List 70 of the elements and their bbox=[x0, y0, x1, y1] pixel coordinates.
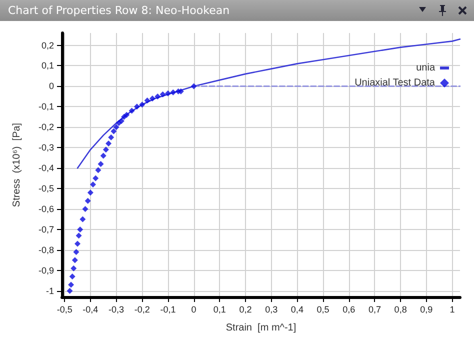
point bbox=[178, 88, 184, 94]
y-tick-label: -0,1 bbox=[38, 102, 54, 112]
point bbox=[108, 134, 114, 140]
y-tick-label: 0,1 bbox=[41, 60, 54, 71]
x-tick-label: 0,5 bbox=[316, 304, 330, 314]
point bbox=[70, 265, 77, 272]
x-tick-label: 0,3 bbox=[265, 304, 278, 314]
point bbox=[76, 232, 82, 239]
x-tick-label: 0,4 bbox=[290, 304, 304, 314]
point bbox=[73, 248, 80, 255]
x-axis-title: Strain [m m^-1] bbox=[226, 322, 296, 334]
legend-label: unia bbox=[416, 62, 436, 74]
point bbox=[134, 104, 140, 110]
point bbox=[164, 90, 171, 96]
point bbox=[90, 181, 96, 188]
point bbox=[95, 167, 102, 174]
point bbox=[68, 282, 74, 288]
point bbox=[98, 160, 104, 167]
point bbox=[66, 288, 73, 294]
point bbox=[92, 175, 99, 182]
x-tick-label: -0,3 bbox=[108, 304, 124, 314]
point bbox=[113, 124, 120, 130]
point bbox=[69, 274, 76, 280]
y-tick-label: -0,4 bbox=[38, 163, 54, 174]
point bbox=[77, 226, 84, 232]
chart-title: Chart of Properties Row 8: Neo-Hookean bbox=[8, 3, 230, 19]
point bbox=[170, 89, 176, 96]
point bbox=[80, 216, 86, 222]
x-tick-label: -0,4 bbox=[82, 304, 98, 314]
x-tick-label: -0,1 bbox=[160, 304, 176, 314]
point bbox=[82, 206, 88, 212]
line-series bbox=[76, 38, 461, 169]
x-tick-label: 0,9 bbox=[420, 304, 433, 314]
y-tick-label: -0,9 bbox=[38, 265, 54, 276]
y-tick-label: -0,6 bbox=[38, 204, 54, 214]
point bbox=[102, 146, 109, 153]
legend-label: Uniaxial Test Data bbox=[354, 78, 436, 88]
x-tick-label: -0,5 bbox=[56, 304, 72, 314]
x-tick-label: 0,2 bbox=[239, 304, 252, 314]
y-tick-label: -0,3 bbox=[38, 142, 54, 153]
y-tick-label: -0,5 bbox=[38, 184, 54, 194]
y-tick-label: -0,2 bbox=[38, 122, 54, 132]
point bbox=[124, 112, 130, 118]
x-tick-label: 0,8 bbox=[394, 304, 407, 314]
point bbox=[144, 98, 150, 104]
point bbox=[154, 93, 161, 100]
point bbox=[110, 128, 117, 134]
point bbox=[139, 102, 146, 108]
point bbox=[87, 190, 94, 196]
y-tick-label: -0,7 bbox=[38, 224, 54, 234]
x-tick-label: 0,6 bbox=[342, 304, 356, 314]
point bbox=[84, 198, 91, 204]
point bbox=[128, 108, 135, 114]
point bbox=[100, 152, 106, 159]
x-tick-label: 1 bbox=[450, 304, 455, 314]
y-tick-label: -0,8 bbox=[38, 244, 54, 255]
x-tick-label: 0,1 bbox=[213, 304, 226, 314]
y-tick-label: -1 bbox=[46, 286, 54, 296]
point bbox=[160, 91, 166, 98]
y-tick-label: 0,2 bbox=[41, 40, 54, 50]
x-tick-label: -0,2 bbox=[134, 304, 150, 314]
point bbox=[149, 95, 156, 102]
point bbox=[74, 240, 81, 247]
y-tick-label: 0 bbox=[48, 81, 54, 92]
point bbox=[190, 83, 197, 90]
y-axis-title: Stress (x10⁶) [Pa] bbox=[12, 122, 22, 208]
point bbox=[106, 140, 112, 147]
point bbox=[72, 257, 78, 264]
x-tick-label: 0 bbox=[191, 304, 196, 314]
x-tick-label: 0,7 bbox=[368, 304, 381, 314]
